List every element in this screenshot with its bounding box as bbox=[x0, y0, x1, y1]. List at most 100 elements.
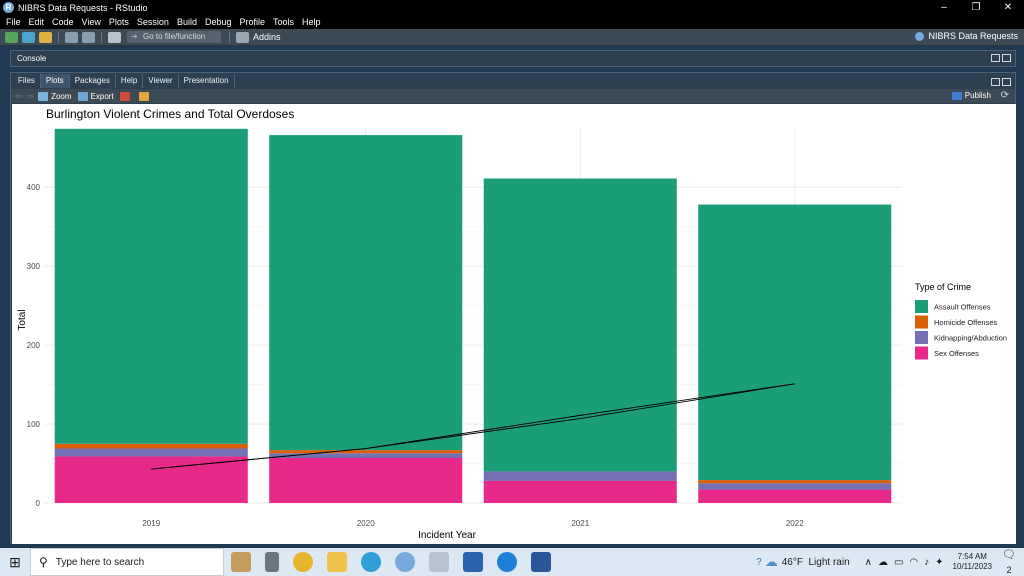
x-tick-label: 2022 bbox=[786, 519, 804, 528]
tab-plots[interactable]: Plots bbox=[40, 74, 70, 88]
console-pane-controls bbox=[991, 54, 1011, 62]
clock-time: 7:54 AM bbox=[957, 552, 987, 561]
overdose-line bbox=[151, 383, 795, 470]
x-tick-label: 2020 bbox=[357, 519, 375, 528]
export-label: Export bbox=[90, 91, 114, 101]
wifi-icon[interactable]: ◠ bbox=[909, 556, 919, 568]
chat-icon[interactable] bbox=[497, 552, 517, 572]
pane-tabs: Files Plots Packages Help Viewer Present… bbox=[13, 74, 235, 88]
tab-viewer[interactable]: Viewer bbox=[143, 74, 179, 88]
remove-plot-icon bbox=[119, 91, 130, 101]
restore-button[interactable]: ❐ bbox=[971, 2, 981, 13]
edge-icon[interactable] bbox=[361, 552, 381, 572]
save-icon[interactable] bbox=[65, 31, 78, 43]
notification-center-icon[interactable]: 🗨2 bbox=[1002, 549, 1016, 576]
chevron-up-icon[interactable]: ∧ bbox=[864, 556, 872, 568]
menu-tools[interactable]: Tools bbox=[273, 17, 295, 27]
refresh-icon[interactable]: ⟳ bbox=[1000, 90, 1009, 101]
toolbar-divider bbox=[229, 31, 230, 43]
battery-icon[interactable]: ▭ bbox=[893, 556, 904, 568]
print-icon[interactable] bbox=[108, 31, 121, 43]
menu-plots[interactable]: Plots bbox=[108, 17, 129, 27]
tab-presentation[interactable]: Presentation bbox=[179, 74, 235, 88]
menu-code[interactable]: Code bbox=[52, 17, 74, 27]
weather-desc: Light rain bbox=[808, 556, 850, 568]
close-button[interactable]: ✕ bbox=[1003, 2, 1013, 13]
maximize-pane-icon[interactable] bbox=[1002, 78, 1011, 86]
y-tick-label: 0 bbox=[36, 499, 41, 508]
x-axis-label: Incident Year bbox=[418, 530, 476, 541]
bar-segment bbox=[483, 471, 677, 481]
legend-label: Assault Offenses bbox=[934, 303, 991, 312]
menu-view[interactable]: View bbox=[81, 17, 101, 27]
y-tick-label: 200 bbox=[27, 341, 41, 350]
menu-edit[interactable]: Edit bbox=[28, 17, 45, 27]
bar-segment bbox=[54, 448, 248, 457]
notification-count: 2 bbox=[1006, 565, 1012, 576]
tab-files[interactable]: Files bbox=[13, 74, 41, 88]
taskbar-search[interactable]: ⚲ Type here to search bbox=[30, 548, 224, 576]
plot-viewer: 0 100 200 300 400 2019 2020 2021 2022 Type of Cr… bbox=[12, 104, 1016, 544]
word-icon[interactable] bbox=[531, 552, 551, 572]
onedrive-icon[interactable]: ☁ bbox=[877, 556, 888, 568]
legend-swatch bbox=[915, 331, 928, 344]
project-menu[interactable]: NIBRS Data Requests bbox=[915, 31, 1018, 41]
task-view-icon[interactable] bbox=[265, 552, 279, 572]
zoom-icon bbox=[38, 91, 49, 101]
go-to-file-input[interactable]: Go to file/function bbox=[127, 31, 221, 43]
menu-profile[interactable]: Profile bbox=[239, 17, 266, 27]
menu-bar: File Edit Code View Plots Session Build … bbox=[0, 15, 1024, 29]
windows-start-icon[interactable]: ⊞ bbox=[9, 553, 21, 570]
new-project-icon[interactable] bbox=[22, 31, 35, 43]
export-button[interactable]: Export bbox=[77, 91, 114, 101]
rstudio-taskbar-icon[interactable] bbox=[395, 552, 415, 572]
zoom-label: Zoom bbox=[51, 91, 72, 101]
bar-segment bbox=[483, 480, 677, 503]
chrome-icon[interactable] bbox=[293, 552, 313, 572]
zoom-button[interactable]: Zoom bbox=[38, 91, 72, 101]
y-tick-label: 400 bbox=[27, 183, 41, 192]
menu-session[interactable]: Session bbox=[136, 17, 169, 27]
bar-segment bbox=[54, 456, 248, 503]
forward-arrow-icon[interactable]: ⇨ bbox=[26, 90, 35, 101]
open-file-icon[interactable] bbox=[39, 31, 52, 43]
minimize-button[interactable]: – bbox=[941, 2, 947, 13]
search-highlight-icon[interactable] bbox=[231, 552, 251, 572]
dropbox-icon[interactable]: ✦ bbox=[935, 556, 944, 568]
clear-plots-button[interactable] bbox=[138, 91, 152, 101]
menu-file[interactable]: File bbox=[6, 17, 21, 27]
publish-button[interactable]: Publish bbox=[951, 91, 991, 100]
x-tick-label: 2019 bbox=[142, 519, 160, 528]
minimize-pane-icon[interactable] bbox=[991, 54, 1000, 62]
save-all-icon[interactable] bbox=[82, 31, 95, 43]
plot-toolbar: ⇦ ⇨ Zoom Export Publish ⟳ bbox=[11, 89, 1015, 103]
bar-segment bbox=[483, 178, 677, 472]
console-tab[interactable]: Console bbox=[17, 54, 47, 63]
store-icon[interactable] bbox=[463, 552, 483, 572]
tab-packages[interactable]: Packages bbox=[70, 74, 116, 88]
photos-icon[interactable] bbox=[429, 552, 449, 572]
remove-plot-button[interactable] bbox=[119, 91, 133, 101]
weather-widget[interactable]: ☁ 46°F Light rain bbox=[765, 554, 850, 570]
minimize-pane-icon[interactable] bbox=[991, 78, 1000, 86]
addins-menu[interactable]: Addins bbox=[253, 32, 281, 42]
volume-icon[interactable]: ♪ bbox=[924, 556, 930, 568]
taskbar: ⊞ ⚲ Type here to search ? ☁ 46°F Light r… bbox=[0, 548, 1024, 576]
bar-segment bbox=[269, 458, 463, 503]
legend-title: Type of Crime bbox=[915, 282, 971, 292]
bar-segment bbox=[269, 135, 463, 451]
menu-build[interactable]: Build bbox=[176, 17, 197, 27]
bar-segment bbox=[54, 443, 248, 449]
help-icon[interactable]: ? bbox=[756, 556, 762, 568]
legend-label: Sex Offenses bbox=[934, 349, 979, 358]
chart-title: Burlington Violent Crimes and Total Over… bbox=[46, 107, 294, 121]
menu-help[interactable]: Help bbox=[302, 17, 321, 27]
file-explorer-icon[interactable] bbox=[327, 552, 347, 572]
workspace-panes-icon[interactable] bbox=[236, 31, 249, 43]
menu-debug[interactable]: Debug bbox=[204, 17, 232, 27]
clock[interactable]: 7:54 AM 10/11/2023 bbox=[953, 552, 992, 572]
tab-help[interactable]: Help bbox=[116, 74, 144, 88]
new-file-icon[interactable] bbox=[5, 31, 18, 43]
back-arrow-icon[interactable]: ⇦ bbox=[15, 90, 23, 101]
maximize-pane-icon[interactable] bbox=[1002, 54, 1011, 62]
